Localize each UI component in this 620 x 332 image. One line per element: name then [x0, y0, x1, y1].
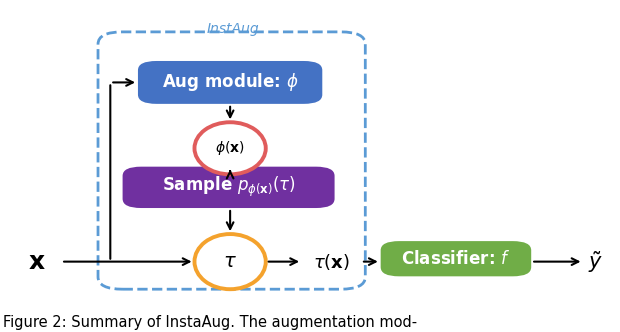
Text: $\tau\left(\mathbf{x}\right)$: $\tau\left(\mathbf{x}\right)$ — [313, 252, 350, 272]
Ellipse shape — [195, 234, 266, 289]
FancyBboxPatch shape — [123, 167, 335, 208]
Ellipse shape — [195, 122, 266, 174]
Text: Classifier: $f$: Classifier: $f$ — [401, 250, 511, 268]
FancyBboxPatch shape — [138, 61, 322, 104]
FancyBboxPatch shape — [381, 241, 531, 276]
Text: $\tau$: $\tau$ — [223, 252, 237, 271]
Text: Aug module: $\phi$: Aug module: $\phi$ — [162, 71, 298, 93]
Text: InstAug: InstAug — [207, 22, 260, 36]
Text: $\mathbf{x}$: $\mathbf{x}$ — [28, 250, 45, 274]
Text: Figure 2: Summary of InstaAug. The augmentation mod-: Figure 2: Summary of InstaAug. The augme… — [2, 315, 417, 330]
Text: Sample $p_{\phi(\mathbf{x})}(\tau)$: Sample $p_{\phi(\mathbf{x})}(\tau)$ — [162, 175, 296, 200]
Text: $\tilde{y}$: $\tilde{y}$ — [588, 249, 603, 275]
Text: $\phi(\mathbf{x})$: $\phi(\mathbf{x})$ — [215, 139, 245, 157]
